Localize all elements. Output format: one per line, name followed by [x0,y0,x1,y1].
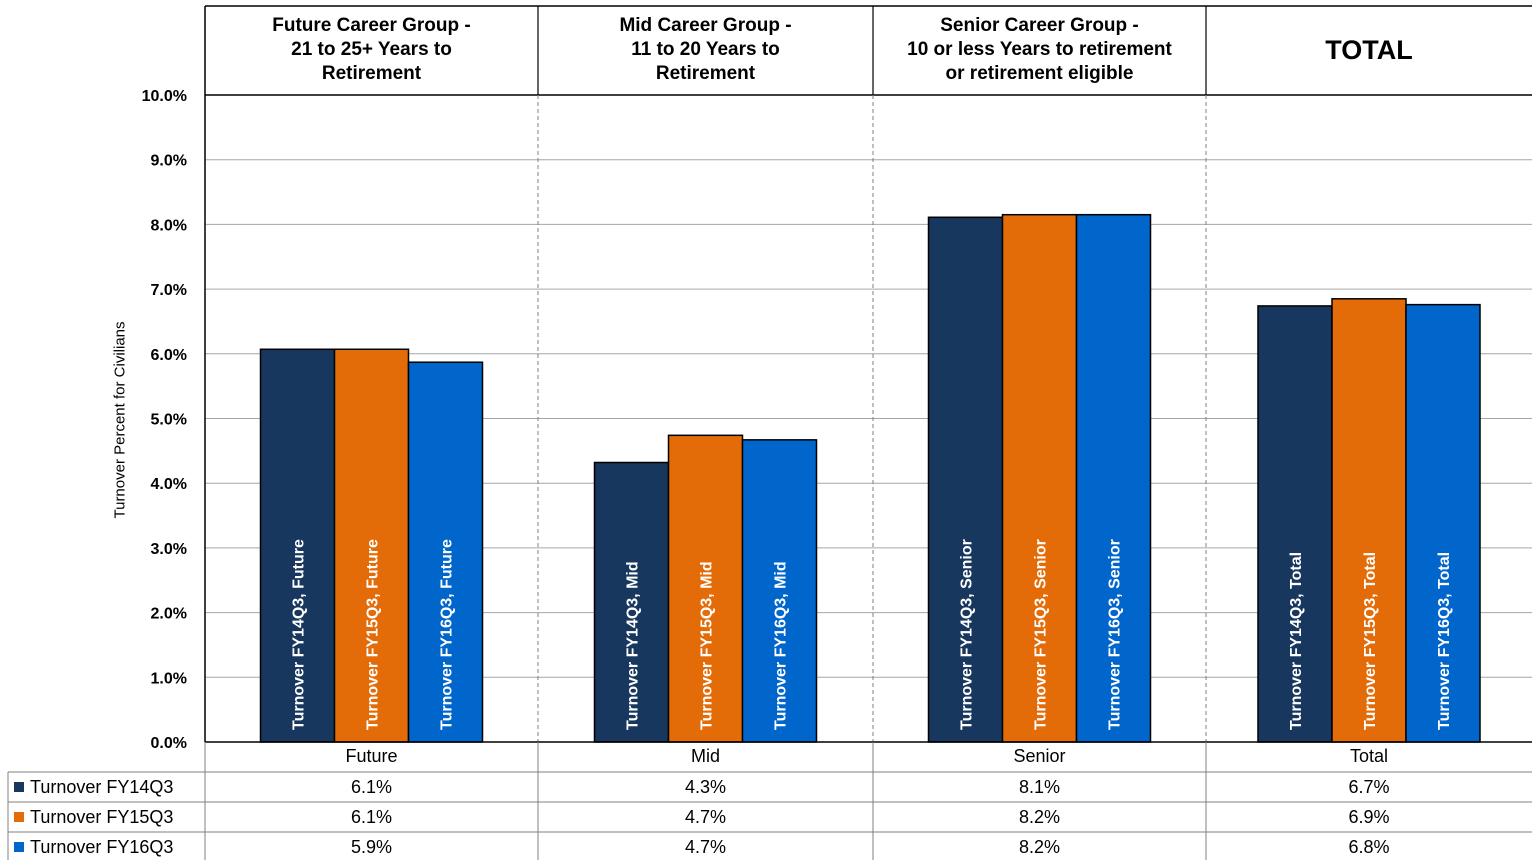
bar [333,348,410,743]
category-label: Future [345,746,398,766]
bar-label: Turnover FY16Q3, Senior [1107,539,1124,730]
table-cell: 6.7% [1348,777,1390,797]
y-tick-label: 6.0% [151,347,187,364]
legend-row-label: Turnover FY16Q3 [14,832,173,862]
legend-text: Turnover FY16Q3 [30,837,174,857]
bar-label: Turnover FY15Q3, Future [365,539,382,730]
bar [259,348,336,743]
y-tick-label: 10.0% [142,88,187,105]
bar [741,439,818,743]
legend-swatch [14,782,24,792]
bar [927,216,1004,743]
bar-label: Turnover FY14Q3, Total [1288,552,1305,730]
legend-swatch [14,812,24,822]
bar [1405,303,1481,743]
table-cell: 8.2% [1018,807,1061,827]
y-tick-label: 7.0% [151,282,187,299]
y-tick-label: 1.0% [151,670,187,687]
y-tick-label: 9.0% [151,153,187,170]
y-axis-title-text: Turnover Percent for Civilians [111,321,129,519]
bar-label: Turnover FY15Q3, Senior [1033,539,1050,730]
table-cell: 6.1% [350,807,393,827]
table-cell: 6.9% [1348,807,1390,827]
category-label: Senior [1013,746,1066,766]
bar [1331,298,1407,743]
table-cell: 4.7% [684,837,727,857]
legend-row-label: Turnover FY15Q3 [14,802,173,832]
table-cell: 6.1% [350,777,393,797]
legend-swatch [14,842,24,852]
legend-text: Turnover FY14Q3 [30,777,174,797]
bar-label: Turnover FY14Q3, Mid [625,561,642,730]
bar-label: Turnover FY14Q3, Future [291,539,308,730]
bar-label: Turnover FY16Q3, Total [1436,552,1453,730]
category-label: Total [1349,746,1389,766]
legend-text: Turnover FY15Q3 [30,807,174,827]
y-tick-label: 2.0% [151,606,187,623]
table-cell: 6.8% [1348,837,1390,857]
y-tick-label: 0.0% [151,735,187,752]
bar [1257,305,1333,743]
bar [407,361,484,743]
bar-label: Turnover FY15Q3, Total [1362,552,1379,730]
bar-label: Turnover FY15Q3, Mid [699,561,716,730]
group-header: Mid Career Group - 11 to 20 Years to Ret… [619,15,792,84]
y-tick-label: 4.0% [151,476,187,493]
table-cell: 5.9% [350,837,393,857]
bar [593,461,670,743]
bar [1001,213,1078,743]
group-header: TOTAL [1325,35,1413,65]
table-cell: 8.1% [1018,777,1061,797]
bar-label: Turnover FY16Q3, Future [439,539,456,730]
bar-label: Turnover FY16Q3, Mid [773,561,790,730]
bar [1075,213,1152,743]
y-tick-label: 8.0% [151,217,187,234]
group-header: Future Career Group - 21 to 25+ Years to… [272,15,471,84]
table-cell: 4.7% [684,807,727,827]
table-cell: 8.2% [1018,837,1061,857]
legend-row-label: Turnover FY14Q3 [14,772,173,802]
category-label: Mid [690,746,720,766]
bar-label: Turnover FY14Q3, Senior [959,539,976,730]
y-tick-label: 5.0% [151,412,187,429]
table-cell: 4.3% [684,777,727,797]
y-tick-label: 3.0% [151,541,187,558]
group-header: Senior Career Group - 10 or less Years t… [907,15,1172,84]
